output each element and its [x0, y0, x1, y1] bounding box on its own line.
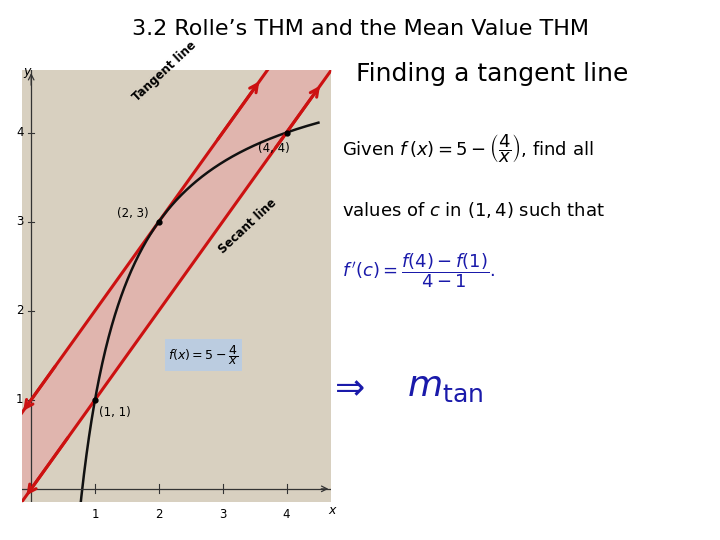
Text: 3.2 Rolle’s THM and the Mean Value THM: 3.2 Rolle’s THM and the Mean Value THM [132, 19, 588, 39]
Text: Tangent line: Tangent line [130, 39, 199, 104]
Text: 1: 1 [91, 509, 99, 522]
Text: Secant line: Secant line [216, 196, 279, 256]
Text: ⇒: ⇒ [335, 373, 365, 407]
Text: (1, 1): (1, 1) [99, 406, 131, 419]
Text: $f\,'(c) = \dfrac{f(4) - f(1)}{4 - 1}$.: $f\,'(c) = \dfrac{f(4) - f(1)}{4 - 1}$. [342, 251, 495, 290]
Text: Finding a tangent line: Finding a tangent line [356, 62, 629, 86]
Text: x: x [328, 504, 336, 517]
Text: $f(x) = 5 - \dfrac{4}{x}$: $f(x) = 5 - \dfrac{4}{x}$ [168, 343, 238, 367]
Text: y: y [24, 65, 31, 78]
Text: (4, 4): (4, 4) [258, 142, 289, 155]
Text: values of $c$ in $(1, 4)$ such that: values of $c$ in $(1, 4)$ such that [342, 200, 605, 220]
Text: (2, 3): (2, 3) [117, 207, 149, 220]
Text: 4: 4 [283, 509, 290, 522]
Text: 2: 2 [155, 509, 163, 522]
Text: 3: 3 [16, 215, 24, 228]
Text: 2: 2 [16, 304, 24, 317]
Text: Given $f\,(x) = 5 - \left(\dfrac{4}{x}\right)$, find all: Given $f\,(x) = 5 - \left(\dfrac{4}{x}\r… [342, 132, 593, 165]
Text: $m_{\rm tan}$: $m_{\rm tan}$ [407, 370, 483, 404]
Text: 4: 4 [16, 126, 24, 139]
Text: 1: 1 [16, 393, 24, 406]
Text: 3: 3 [219, 509, 226, 522]
